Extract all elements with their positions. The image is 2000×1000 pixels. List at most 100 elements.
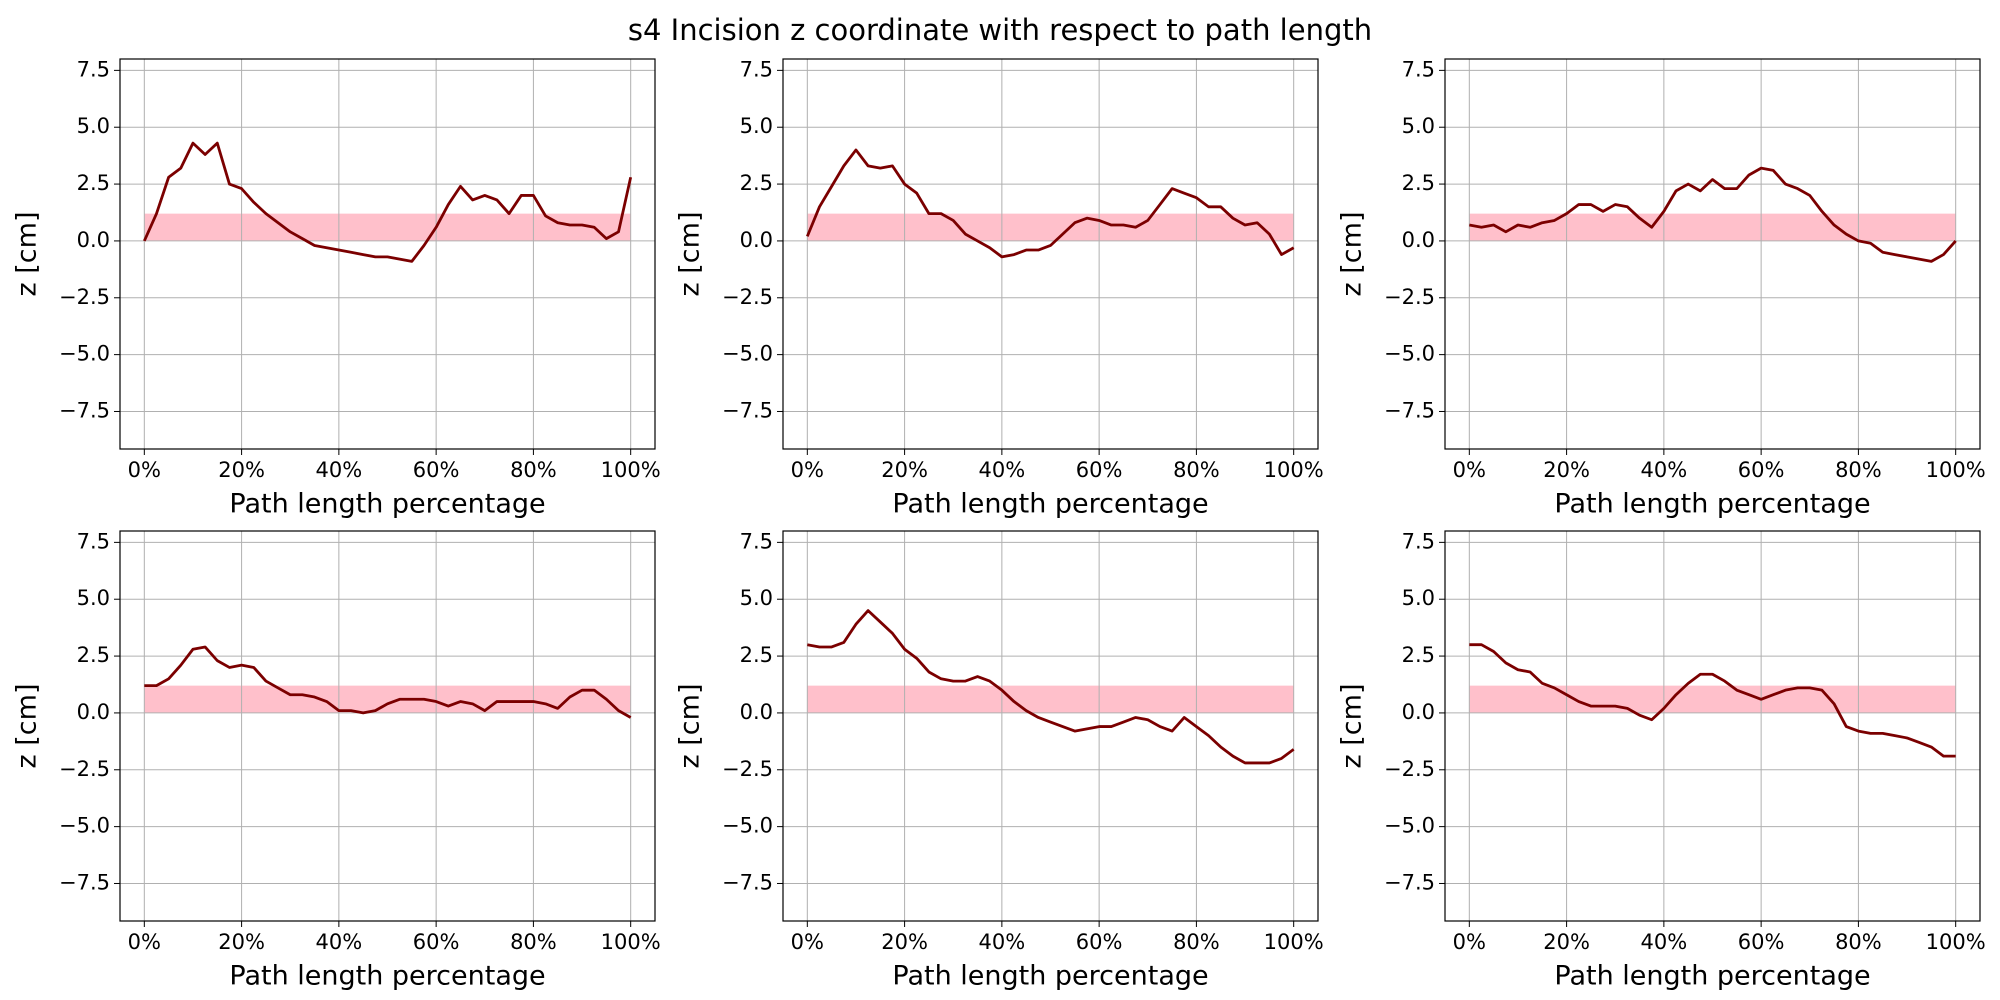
x-tick-label: 20% bbox=[218, 458, 265, 482]
y-tick-label: −7.5 bbox=[59, 398, 110, 422]
x-tick-label: 60% bbox=[413, 930, 460, 954]
plot-frame bbox=[1444, 58, 1981, 450]
data-line bbox=[1469, 643, 1956, 758]
y-tick-label: 0.0 bbox=[77, 700, 110, 724]
y-tick-label: −2.5 bbox=[59, 757, 110, 781]
x-tick-label: 100% bbox=[1264, 458, 1324, 482]
x-tick-label: 0% bbox=[791, 458, 824, 482]
plot-frame bbox=[782, 530, 1319, 922]
x-tick-label: 40% bbox=[316, 458, 363, 482]
x-axis-label: Path length percentage bbox=[1554, 489, 1870, 520]
y-tick-label: 5.0 bbox=[77, 114, 110, 138]
x-tick-label: 0% bbox=[1453, 458, 1486, 482]
y-tick-label: 7.5 bbox=[77, 529, 110, 553]
x-tick-label: 20% bbox=[881, 458, 928, 482]
y-tick-label: 0.0 bbox=[740, 700, 773, 724]
y-tick-label: −5.0 bbox=[59, 814, 110, 838]
y-tick-label: −7.5 bbox=[1384, 398, 1435, 422]
y-tick-label: 2.5 bbox=[740, 171, 773, 195]
y-tick-label: 2.5 bbox=[1402, 643, 1435, 667]
y-axis-label: z [cm] bbox=[1337, 684, 1368, 769]
y-tick-label: 7.5 bbox=[77, 57, 110, 81]
data-line bbox=[144, 645, 632, 719]
figure-title: s4 Incision z coordinate with respect to… bbox=[628, 13, 1372, 47]
x-tick-label: 40% bbox=[316, 930, 363, 954]
y-tick-label: 0.0 bbox=[740, 228, 773, 252]
y-tick-label: 0.0 bbox=[1402, 228, 1435, 252]
y-tick-label: −7.5 bbox=[722, 398, 773, 422]
band bbox=[1469, 213, 1956, 241]
y-tick-label: −5.0 bbox=[1384, 342, 1435, 366]
y-axis-label: z [cm] bbox=[12, 684, 43, 769]
y-tick-label: −5.0 bbox=[59, 342, 110, 366]
y-tick-label: −2.5 bbox=[1384, 285, 1435, 309]
y-axis-label: z [cm] bbox=[12, 212, 43, 297]
x-tick-label: 100% bbox=[1926, 458, 1986, 482]
y-tick-label: 7.5 bbox=[1402, 529, 1435, 553]
x-tick-label: 100% bbox=[601, 930, 661, 954]
x-tick-label: 20% bbox=[1543, 458, 1590, 482]
plot-frame bbox=[119, 530, 656, 922]
x-tick-label: 40% bbox=[979, 930, 1026, 954]
plot-frame bbox=[119, 58, 656, 450]
x-tick-label: 60% bbox=[1738, 930, 1785, 954]
x-tick-label: 60% bbox=[1738, 458, 1785, 482]
x-tick-label: 100% bbox=[1264, 930, 1324, 954]
x-tick-label: 0% bbox=[128, 458, 161, 482]
x-tick-label: 40% bbox=[1641, 930, 1688, 954]
subplot: 0% 20% 40% 60% 80% 100% −7.5 −5.0 −2.5 0.0 2.5 5.0 7… bbox=[12, 529, 661, 991]
data-line bbox=[1469, 166, 1957, 263]
y-tick-label: −7.5 bbox=[59, 870, 110, 894]
y-tick-label: 2.5 bbox=[740, 643, 773, 667]
x-tick-label: 40% bbox=[1641, 458, 1688, 482]
subplot: 0% 20% 40% 60% 80% 100% −7.5 −5.0 −2.5 0.0 2.5 5.0 7… bbox=[1337, 529, 1986, 991]
y-tick-label: 7.5 bbox=[740, 529, 773, 553]
y-axis-label: z [cm] bbox=[675, 212, 706, 297]
y-axis-label: z [cm] bbox=[1337, 212, 1368, 297]
x-tick-label: 0% bbox=[1453, 930, 1486, 954]
subplot: 0% 20% 40% 60% 80% 100% −7.5 −5.0 −2.5 0.0 2.5 5.0 7… bbox=[675, 529, 1324, 991]
plot-frame bbox=[1444, 530, 1981, 922]
data-line bbox=[806, 148, 1295, 259]
x-axis-label: Path length percentage bbox=[892, 489, 1208, 520]
x-axis-label: Path length percentage bbox=[1554, 961, 1870, 992]
y-tick-label: 2.5 bbox=[77, 643, 110, 667]
y-tick-label: −2.5 bbox=[722, 757, 773, 781]
plot-frame bbox=[782, 58, 1319, 450]
x-tick-label: 80% bbox=[1173, 930, 1220, 954]
x-tick-label: 80% bbox=[1835, 458, 1882, 482]
band bbox=[1469, 685, 1956, 713]
y-tick-label: −5.0 bbox=[1384, 814, 1435, 838]
x-tick-label: 20% bbox=[1543, 930, 1590, 954]
y-tick-label: −7.5 bbox=[722, 870, 773, 894]
y-tick-label: −2.5 bbox=[59, 285, 110, 309]
subplot: 0% 20% 40% 60% 80% 100% −7.5 −5.0 −2.5 0.0 2.5 5.0 7… bbox=[12, 57, 661, 519]
x-axis-label: Path length percentage bbox=[229, 961, 545, 992]
data-line bbox=[807, 609, 1295, 765]
y-tick-label: −2.5 bbox=[1384, 757, 1435, 781]
x-tick-label: 80% bbox=[1173, 458, 1220, 482]
x-axis-label: Path length percentage bbox=[229, 489, 545, 520]
x-tick-label: 80% bbox=[510, 458, 557, 482]
x-tick-label: 20% bbox=[218, 930, 265, 954]
y-tick-label: 0.0 bbox=[1402, 700, 1435, 724]
x-tick-label: 80% bbox=[1835, 930, 1882, 954]
y-tick-label: −2.5 bbox=[722, 285, 773, 309]
x-tick-label: 20% bbox=[881, 930, 928, 954]
y-tick-label: −5.0 bbox=[722, 342, 773, 366]
y-tick-label: −5.0 bbox=[722, 814, 773, 838]
x-axis-label: Path length percentage bbox=[892, 961, 1208, 992]
y-tick-label: 2.5 bbox=[77, 171, 110, 195]
y-tick-label: 5.0 bbox=[1402, 586, 1435, 610]
band bbox=[144, 685, 631, 713]
band bbox=[807, 213, 1294, 241]
x-tick-label: 0% bbox=[128, 930, 161, 954]
y-tick-label: 7.5 bbox=[740, 57, 773, 81]
y-tick-label: 0.0 bbox=[77, 228, 110, 252]
band bbox=[807, 685, 1294, 713]
y-tick-label: 7.5 bbox=[1402, 57, 1435, 81]
y-tick-label: 5.0 bbox=[1402, 114, 1435, 138]
x-tick-label: 100% bbox=[1926, 930, 1986, 954]
